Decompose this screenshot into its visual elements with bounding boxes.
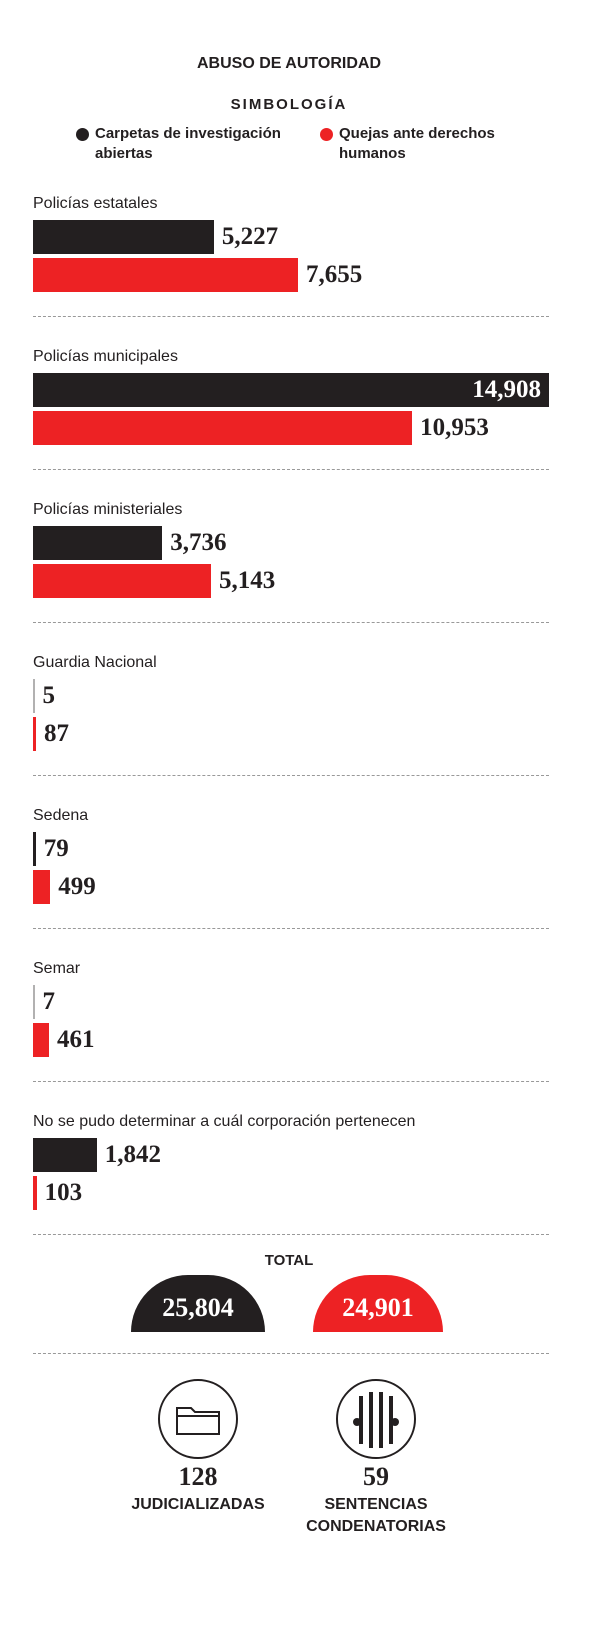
- bar: [33, 411, 413, 445]
- separator: [33, 1234, 549, 1235]
- category-label: No se pudo determinar a cuál corporación…: [33, 1113, 416, 1130]
- separator: [33, 928, 549, 929]
- category-label: Sedena: [33, 807, 89, 824]
- bar: [33, 373, 549, 407]
- category-label: Policías estatales: [33, 195, 158, 212]
- total-label: 25,804: [162, 1293, 234, 1322]
- value-label: 10,953: [420, 414, 489, 441]
- legend-label: Carpetas de investigación abiertas: [95, 125, 281, 162]
- value-label: 461: [56, 1026, 95, 1053]
- prison-icon: [336, 1379, 416, 1459]
- bar: [33, 985, 35, 1019]
- separator: [33, 1081, 549, 1082]
- legend-swatch: [320, 128, 333, 141]
- bar: [33, 258, 298, 292]
- folder-icon: [158, 1379, 238, 1459]
- legend-label: Quejas ante derechos humanos: [339, 125, 495, 162]
- separator: [33, 316, 549, 317]
- separator: [33, 622, 549, 623]
- totals-title: TOTAL: [264, 1252, 314, 1269]
- value-label: 7,655: [305, 261, 363, 288]
- bar: [33, 832, 36, 866]
- outcome-value: 128: [178, 1462, 218, 1491]
- category-label: Policías ministeriales: [33, 501, 183, 518]
- category-label: Policías municipales: [33, 348, 178, 365]
- value-label: 1,842: [104, 1141, 161, 1168]
- legend-swatch: [76, 128, 89, 141]
- bar: [33, 220, 214, 254]
- bar: [33, 1138, 97, 1172]
- separator: [33, 469, 549, 470]
- separator: [33, 775, 549, 776]
- bar: [33, 526, 163, 560]
- bar: [33, 1176, 37, 1210]
- value-label: 5,227: [221, 223, 279, 250]
- value-label: 103: [44, 1179, 83, 1206]
- bar: [33, 870, 51, 904]
- value-label: 79: [43, 835, 69, 862]
- bar: [33, 717, 36, 751]
- total-label: 24,901: [342, 1293, 414, 1322]
- value-label: 499: [58, 873, 96, 900]
- bar: [33, 679, 35, 713]
- separator: [33, 1353, 549, 1354]
- bar: [33, 564, 211, 598]
- value-label: 5: [42, 682, 56, 709]
- value-label: 3,736: [170, 529, 227, 556]
- category-label: Semar: [33, 960, 81, 977]
- category-label: Guardia Nacional: [33, 654, 157, 671]
- value-label: 14,908: [472, 376, 541, 403]
- value-label: 5,143: [219, 567, 276, 594]
- bar: [33, 1023, 49, 1057]
- outcome-label: SENTENCIAS CONDENATORIAS: [306, 1496, 446, 1535]
- chart-title: ABUSO DE AUTORIDAD: [196, 55, 381, 72]
- outcome-label: JUDICIALIZADAS: [131, 1496, 265, 1513]
- value-label: 87: [44, 720, 69, 747]
- legend-title: SIMBOLOGÍA: [230, 96, 348, 113]
- value-label: 7: [42, 988, 56, 1015]
- outcome-value: 59: [363, 1462, 389, 1491]
